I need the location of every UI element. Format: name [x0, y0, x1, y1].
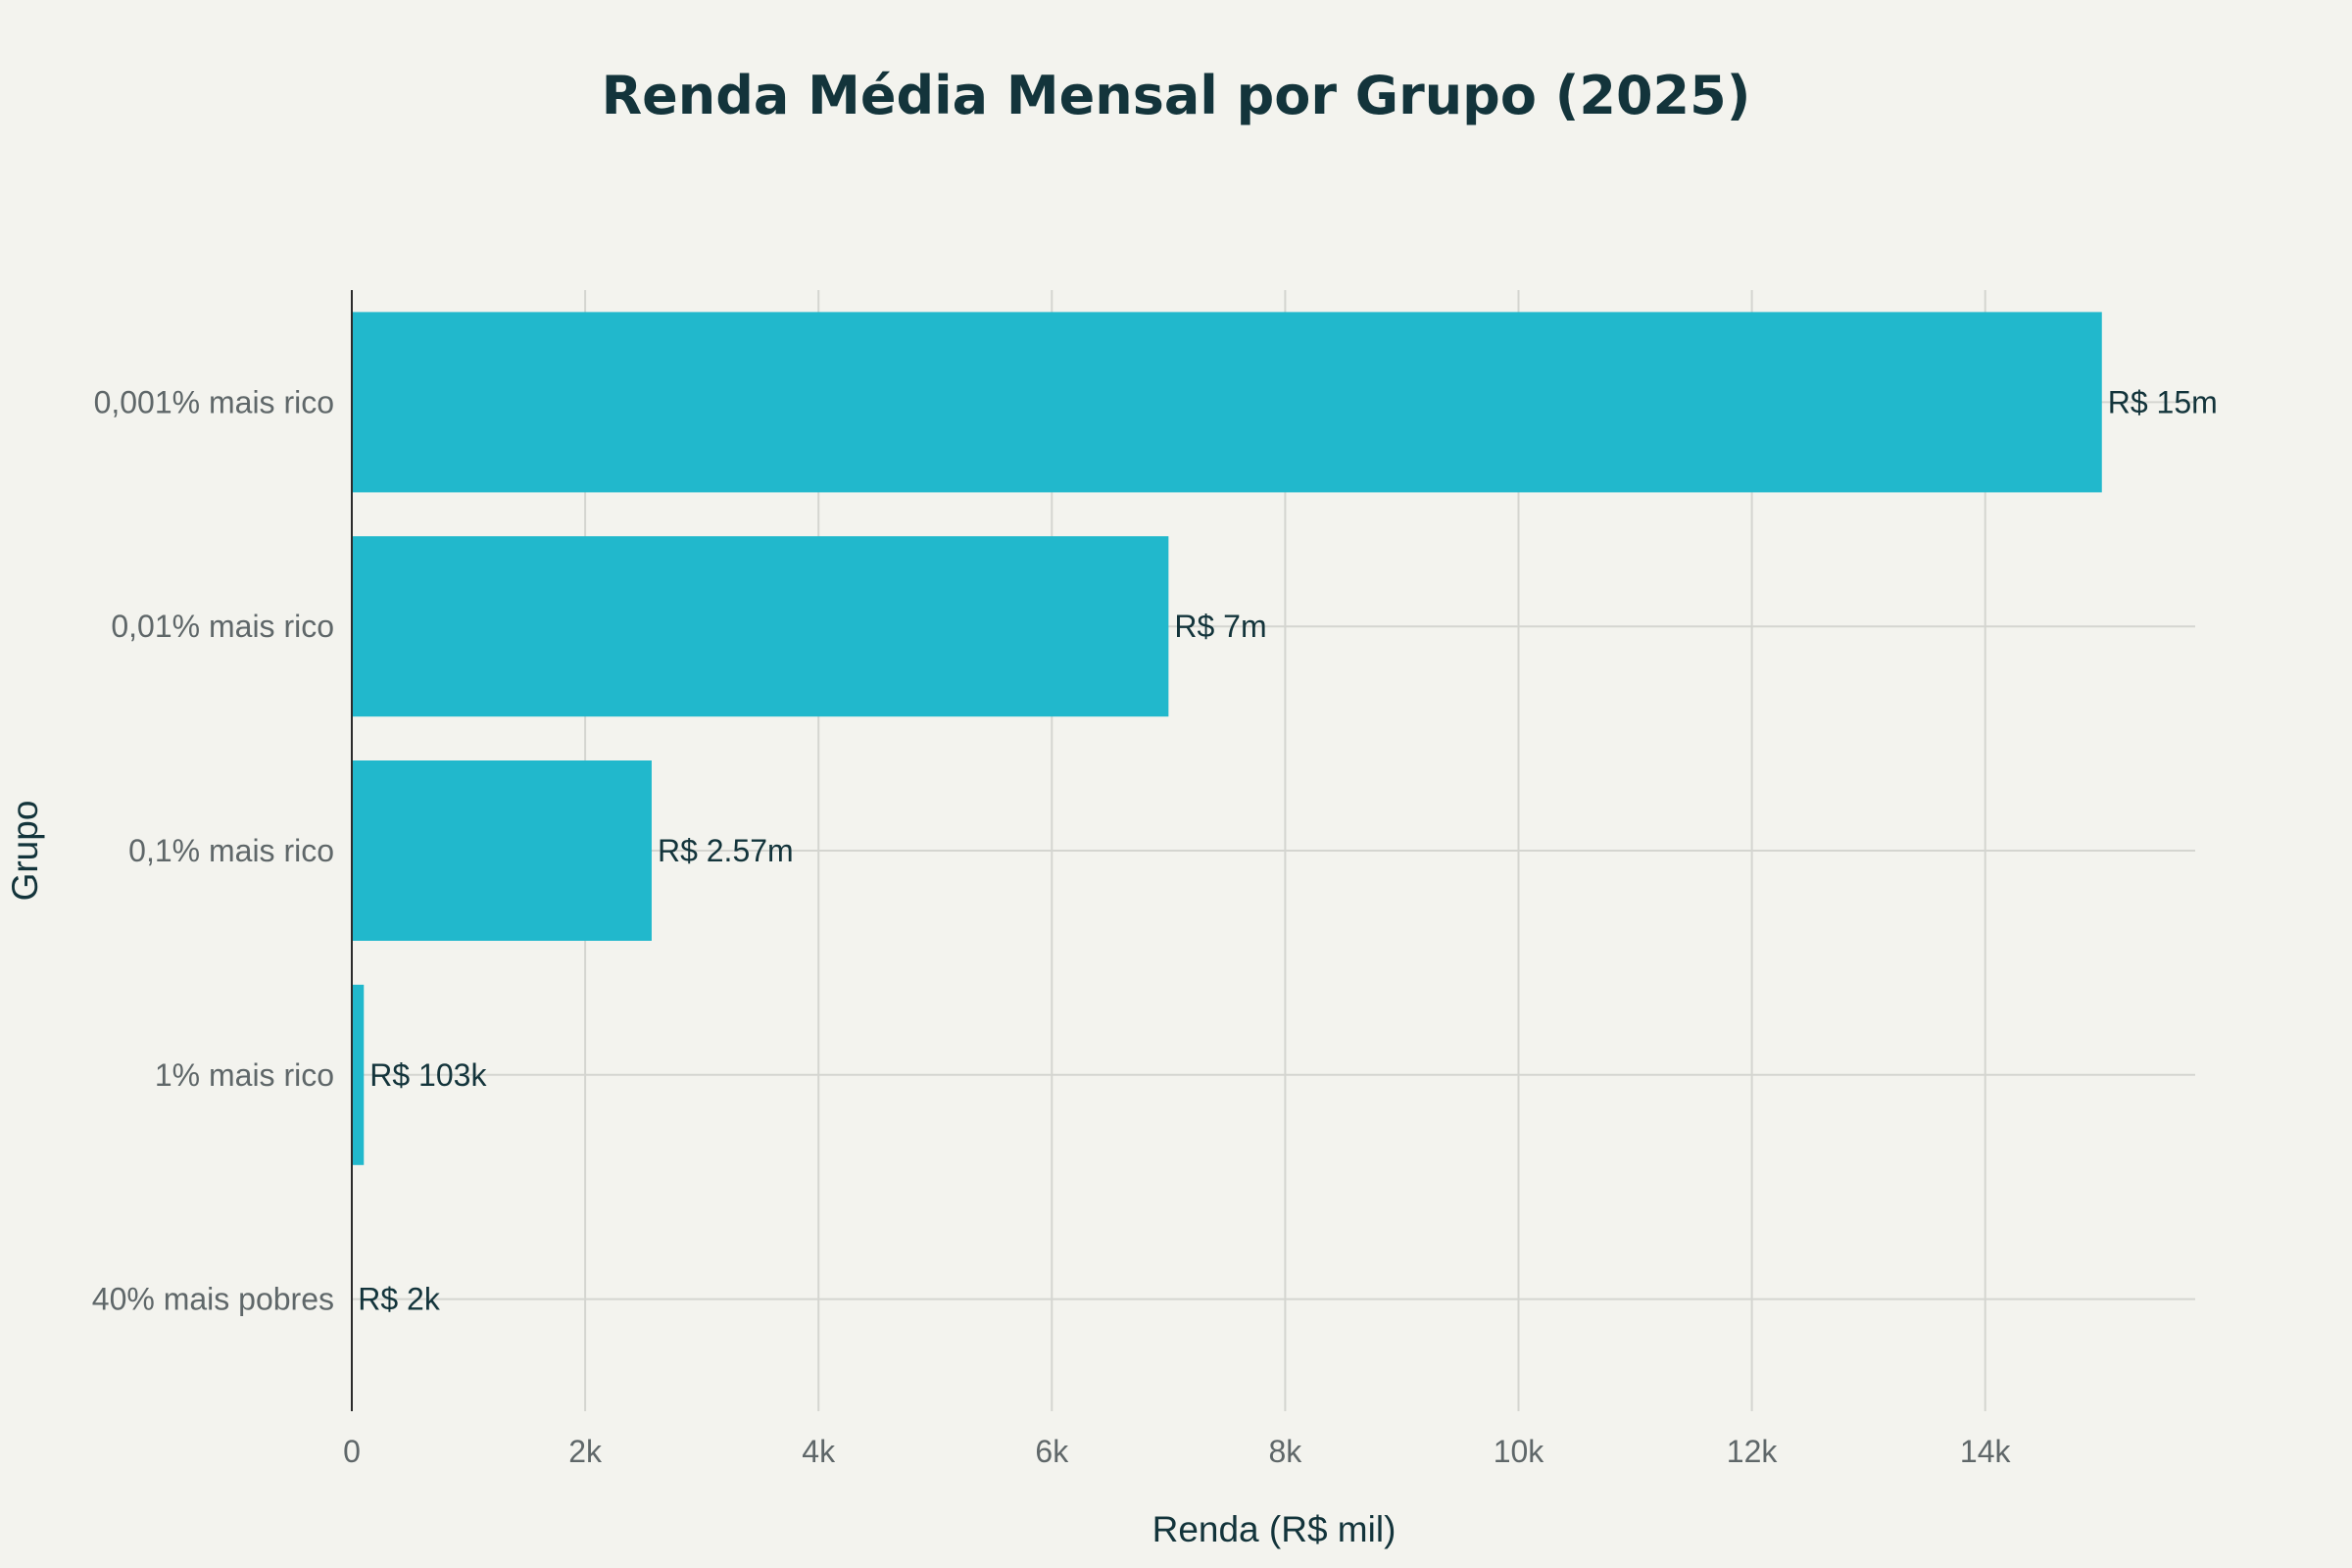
x-tick-label: 0 [343, 1434, 361, 1469]
bar-value-label: R$ 2.57m [658, 833, 794, 868]
bar [352, 312, 2102, 493]
x-tick-label: 4k [802, 1434, 836, 1469]
bar-value-label: R$ 15m [2108, 384, 2218, 419]
x-axis-ticks: 0 2k 4k 6k 8k 10k 12k 14k [343, 1434, 2011, 1469]
x-tick-label: 8k [1269, 1434, 1303, 1469]
bar-value-label: R$ 7m [1174, 609, 1266, 644]
x-tick-label: 12k [1727, 1434, 1779, 1469]
x-tick-label: 6k [1035, 1434, 1069, 1469]
y-tick-label: 0,01% mais rico [111, 609, 334, 644]
bar [352, 536, 1169, 717]
bars [352, 312, 2102, 1390]
y-tick-label: 1% mais rico [155, 1057, 334, 1093]
y-tick-label: 0,1% mais rico [128, 833, 334, 868]
bar-value-label: R$ 2k [358, 1282, 441, 1317]
x-axis-title: Renda (R$ mil) [1152, 1509, 1396, 1549]
y-axis-ticks: 0,001% mais rico 0,01% mais rico 0,1% mais… [92, 384, 334, 1316]
x-tick-label: 2k [568, 1434, 603, 1469]
y-axis-title: Grupo [5, 801, 45, 902]
chart-title: Renda Média Mensal por Grupo (2025) [602, 65, 1751, 126]
bar-value-label: R$ 103k [369, 1057, 487, 1093]
y-tick-label: 40% mais pobres [92, 1282, 334, 1317]
y-tick-label: 0,001% mais rico [94, 384, 334, 419]
x-tick-label: 10k [1494, 1434, 1545, 1469]
data-labels: R$ 15m R$ 7m R$ 2.57m R$ 103k R$ 2k [358, 384, 2218, 1316]
x-tick-label: 14k [1960, 1434, 2012, 1469]
bar [352, 984, 365, 1165]
bar [352, 760, 652, 941]
